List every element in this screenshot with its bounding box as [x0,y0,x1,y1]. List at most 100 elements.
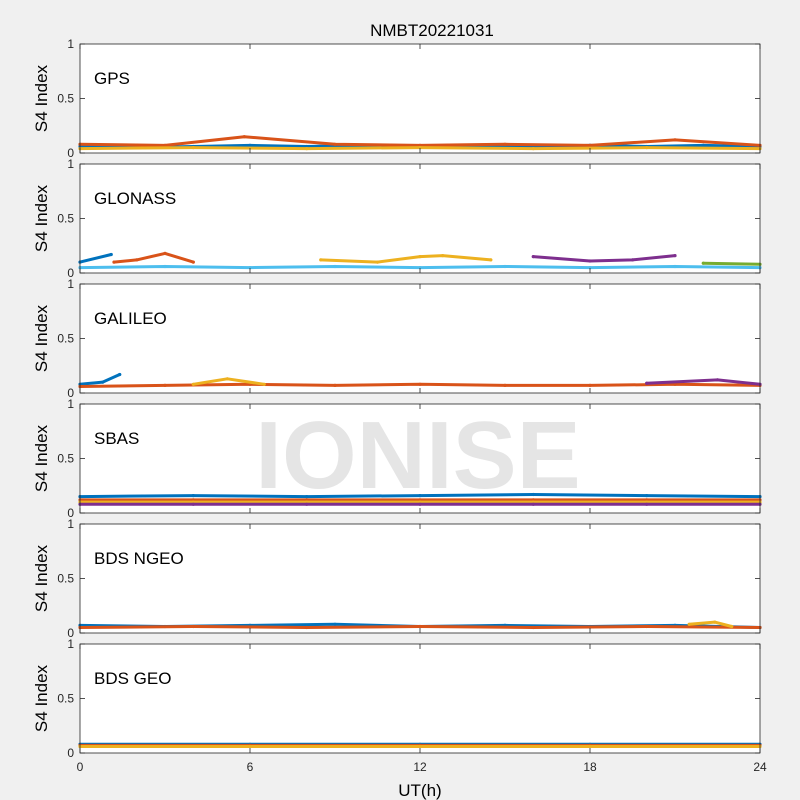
y-tick-label: 0.5 [57,452,74,466]
data-point [333,383,337,387]
data-point [305,147,309,151]
y-tick-label: 0 [67,506,74,520]
data-point [163,383,167,387]
panel-label: SBAS [94,429,139,448]
data-point [418,494,422,498]
data-point [531,255,535,259]
data-point [163,143,167,147]
data-point [673,254,677,258]
panel-label: GALILEO [94,309,167,328]
data-point [489,258,493,262]
data-point [713,620,717,624]
data-point [305,502,309,506]
data-point [101,380,105,384]
y-axis-label: S4 Index [32,664,51,732]
data-point [112,260,116,264]
y-tick-label: 1 [67,517,74,531]
watermark: IONISE [255,402,580,509]
panel-3: 0 0.5 1 SBAS S4 Index [32,397,762,520]
y-axis-label: S4 Index [32,184,51,252]
y-tick-label: 0.5 [57,92,74,106]
data-point [418,255,422,259]
data-point [730,624,734,629]
data-point [242,135,246,139]
data-point [645,494,649,498]
data-point [418,266,422,270]
data-point [333,622,337,626]
data-point [305,495,309,499]
data-point [588,744,592,749]
data-point [135,258,139,262]
data-point [441,254,445,258]
y-axis-label: S4 Index [32,304,51,372]
x-tick-label: 12 [413,760,427,774]
data-point [109,252,113,257]
data-point [645,502,649,506]
series-line [112,251,195,264]
data-point [503,264,507,269]
figure-title: NMBT20221031 [370,21,494,40]
panel-label: GPS [94,69,130,88]
data-point [630,258,635,262]
data-point [319,258,323,262]
y-axis-label: S4 Index [32,64,51,132]
y-axis-label: S4 Index [32,424,51,492]
panel-0: 0 0.5 1 GPS S4 Index [32,37,762,160]
data-point [191,502,195,506]
data-point [588,266,592,270]
y-tick-label: 0.5 [57,572,74,586]
data-point [673,264,677,269]
panel-5: 0 6 12 18 24 0 0.5 1 BDS GEO S4 Index [32,637,767,774]
data-point [248,744,252,749]
panel-background [80,524,760,633]
y-tick-label: 0 [67,626,74,640]
y-tick-label: 1 [67,397,74,411]
data-point [248,266,252,270]
panel-label: GLONASS [94,189,176,208]
y-tick-label: 0 [67,266,74,280]
data-point [645,624,649,629]
data-point [503,142,507,146]
data-point [588,143,592,147]
data-point [673,138,677,142]
x-tick-label: 24 [753,760,767,774]
data-point [418,382,422,386]
data-point [191,494,195,498]
data-point [673,382,677,386]
y-tick-label: 1 [67,637,74,651]
data-point [418,146,422,150]
data-point [715,378,720,382]
data-point [333,264,337,269]
data-point [687,622,691,626]
panel-background [80,644,760,753]
data-point [163,264,167,269]
data-point [531,625,535,630]
series-line [531,254,677,263]
y-tick-label: 0 [67,146,74,160]
data-point [531,502,535,506]
x-axis-label: UT(h) [398,781,441,800]
panels-group: 0 0.5 1 GPS S4 Index 0 0.5 1 GLONASS S4 Index 0 0.5… [32,37,767,774]
panel-background [80,44,760,153]
data-point [645,381,649,385]
data-point [333,142,337,146]
data-point [225,377,229,381]
data-point [163,251,167,255]
data-point [305,625,309,630]
panel-2: 0 0.5 1 GALILEO S4 Index [32,277,762,400]
data-point [191,382,195,386]
panel-label: BDS NGEO [94,549,184,568]
data-point [588,259,592,263]
y-tick-label: 0.5 [57,332,74,346]
y-tick-label: 1 [67,157,74,171]
data-point [262,382,266,386]
data-point [375,260,380,264]
data-point [418,502,422,506]
y-tick-label: 0 [67,746,74,760]
series-line [78,253,113,264]
data-point [701,261,705,265]
x-tick-label: 0 [77,760,84,774]
panel-background [80,164,760,273]
data-point [191,624,195,629]
